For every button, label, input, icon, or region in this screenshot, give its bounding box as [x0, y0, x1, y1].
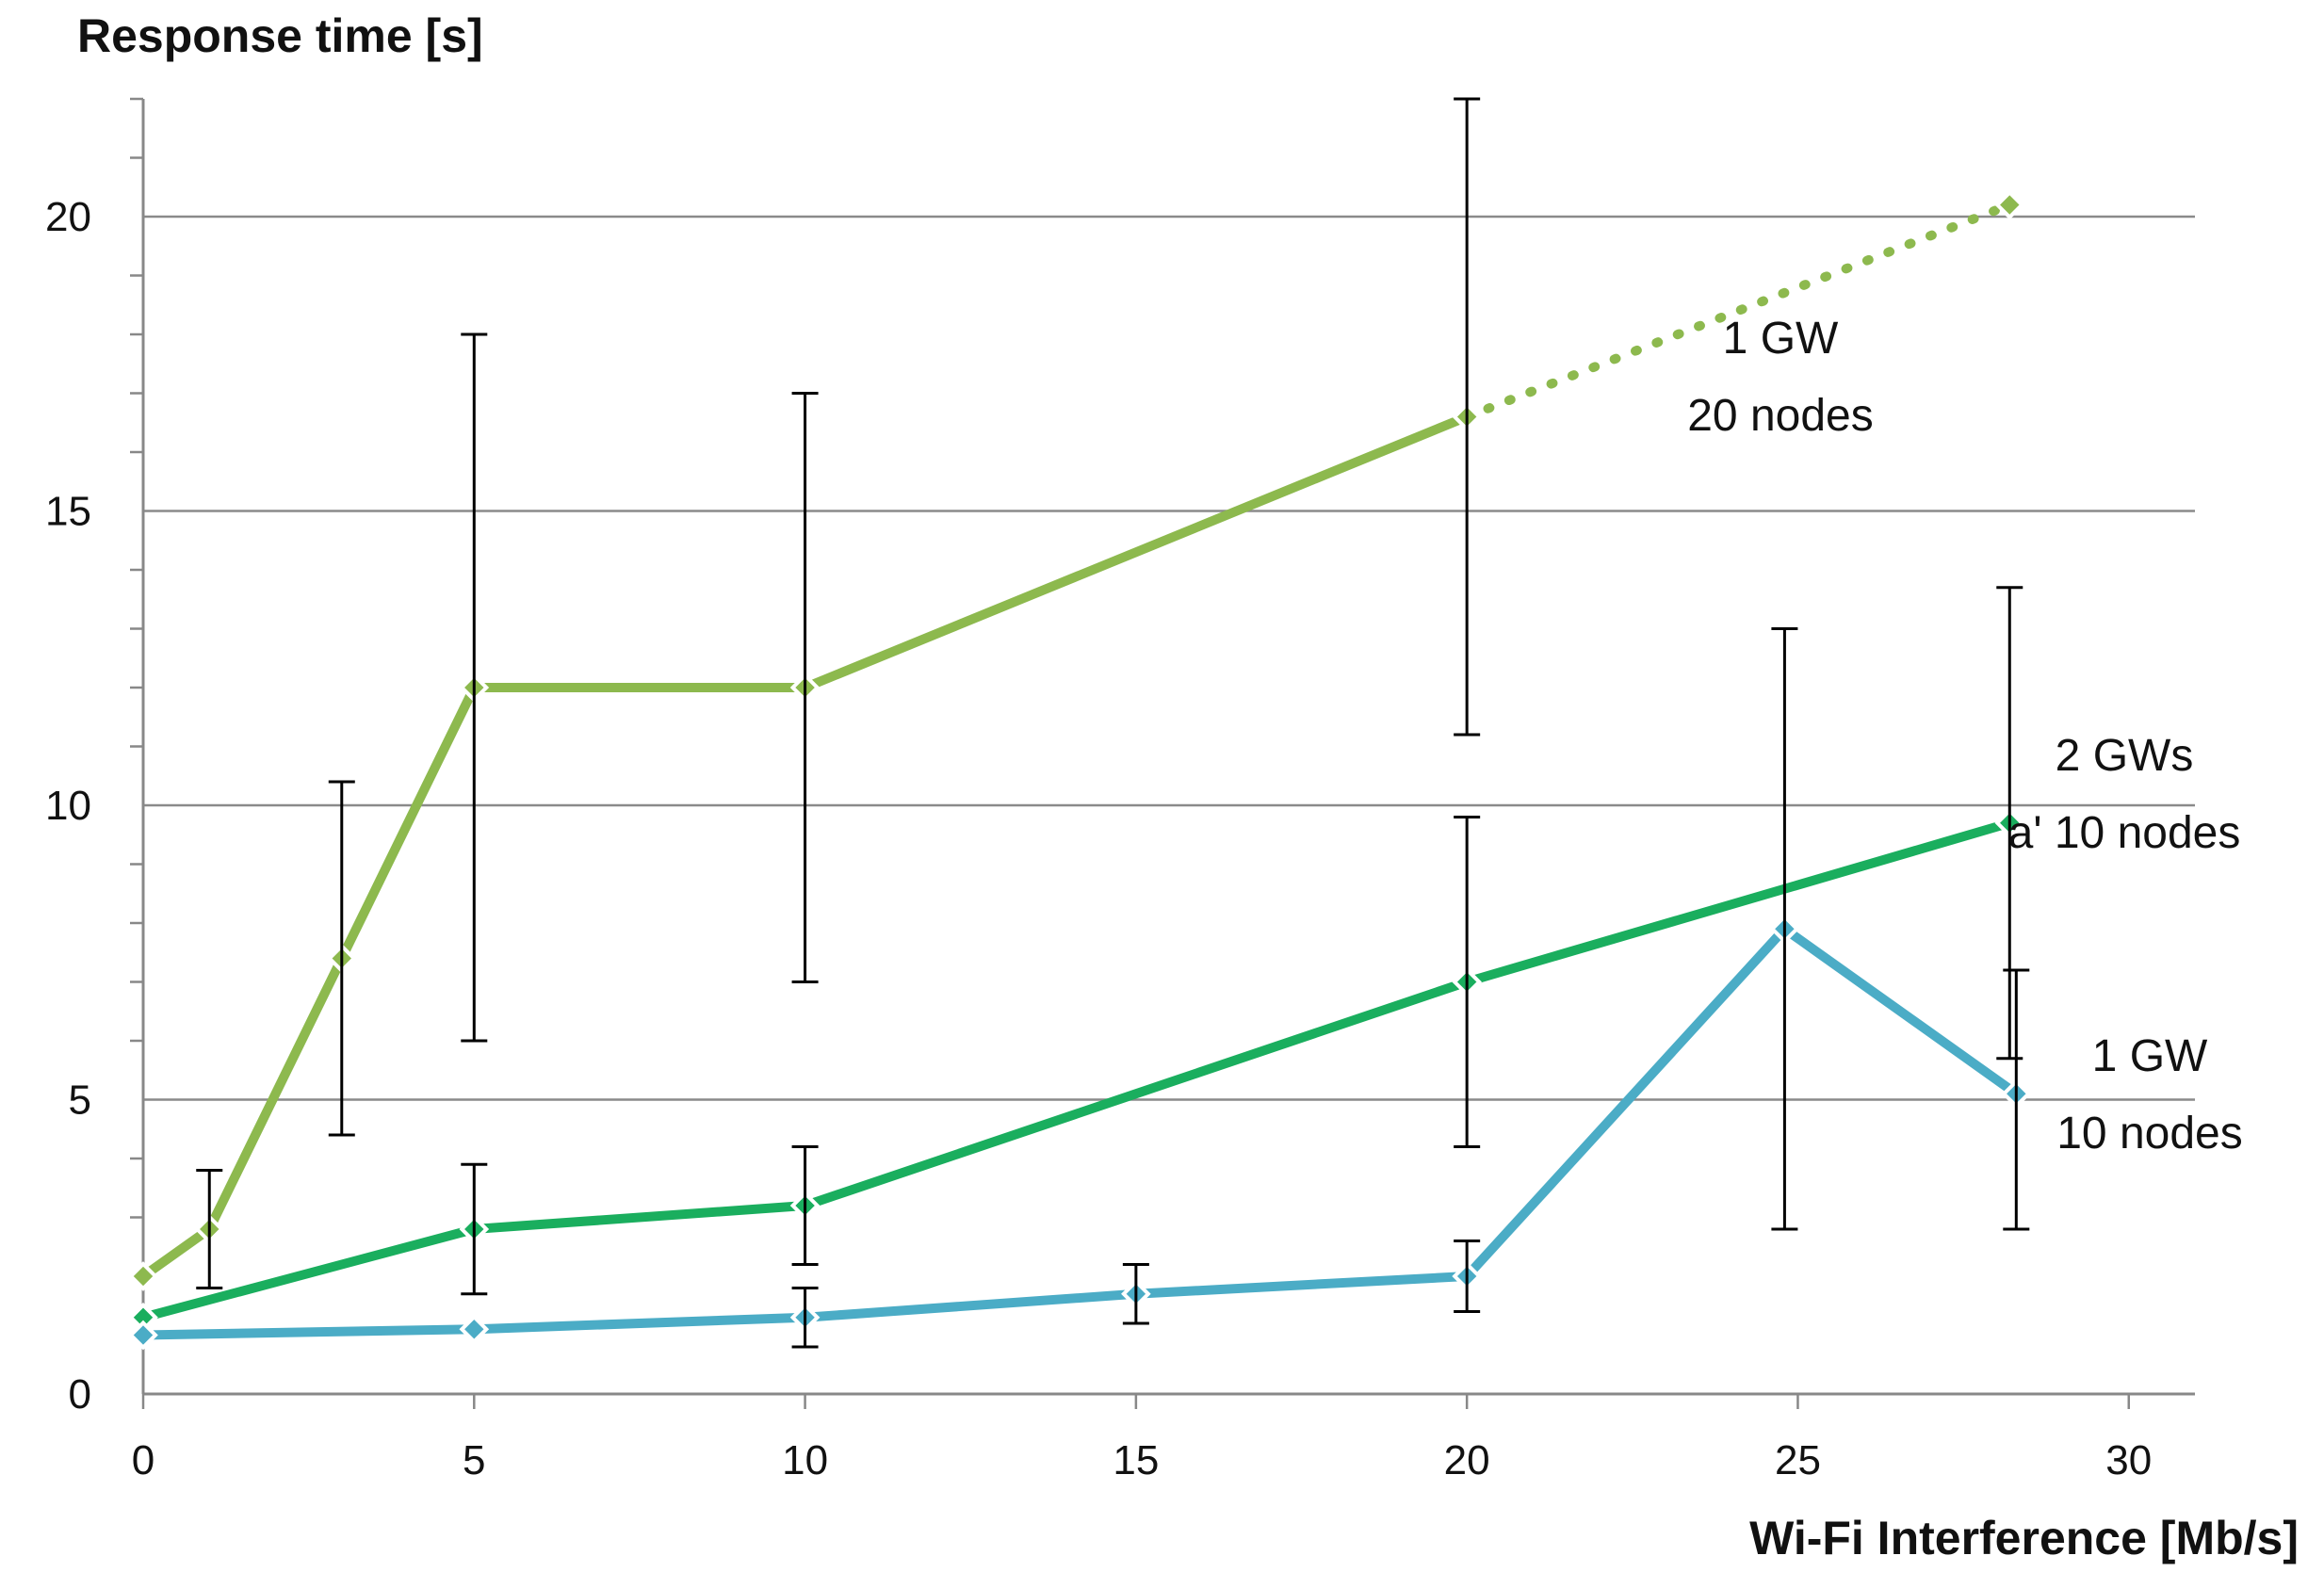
error-bar — [1454, 1240, 1481, 1313]
data-point — [128, 1320, 158, 1351]
errorbar-layer — [196, 97, 2030, 1349]
y-tick-label: 0 — [69, 1371, 91, 1418]
series-layer — [128, 189, 2032, 1351]
error-bar — [328, 780, 355, 1137]
series-line-segment — [1465, 818, 2011, 987]
x-tick-label: 20 — [1444, 1437, 1490, 1483]
error-bar — [461, 1162, 488, 1296]
error-bar — [791, 392, 819, 983]
x-axis-ticks: 0 5 10 15 20 25 30 — [132, 1394, 2152, 1483]
series-label-2: 10 nodes — [2056, 1109, 2243, 1159]
series-label-0: 20 nodes — [1687, 391, 1874, 441]
data-point — [1994, 189, 2025, 220]
x-tick-label: 10 — [782, 1437, 828, 1483]
data-point — [459, 1314, 490, 1345]
series-line-segment — [803, 977, 1469, 1210]
error-bar — [791, 1145, 819, 1266]
error-bar — [2003, 968, 2030, 1231]
x-tick-label: 30 — [2105, 1437, 2152, 1483]
series-label-layer: 1 GW 20 nodes 2 GWs a' 10 nodes 1 GW 10 nodes — [1687, 314, 2243, 1159]
error-bar — [1996, 586, 2023, 1061]
y-tick-label: 20 — [45, 194, 91, 240]
gridlines — [143, 215, 2195, 1101]
series-line-segment — [337, 685, 479, 961]
series-label-2: 1 GW — [2092, 1031, 2208, 1081]
x-axis-title: Wi-Fi Interference [Mb/s] — [1749, 1512, 2299, 1564]
series-line-segment — [204, 956, 347, 1232]
series-line-segment — [1463, 925, 1789, 1280]
series-label-1: 2 GWs — [2056, 731, 2194, 781]
series-line-segment — [140, 1224, 213, 1281]
series-line-segment — [804, 1288, 1137, 1322]
error-bar — [1454, 816, 1481, 1148]
series-1 — [128, 807, 2025, 1333]
series-line-segment — [803, 412, 1470, 692]
series-line-segment — [474, 1312, 805, 1335]
axes — [141, 99, 2195, 1396]
series-line-segment — [473, 1201, 805, 1234]
series-label-1: a' 10 nodes — [2008, 808, 2241, 858]
error-bar — [791, 1287, 819, 1349]
y-tick-label: 5 — [69, 1078, 91, 1124]
series-2 — [128, 914, 2032, 1351]
series-line-segment — [142, 1324, 475, 1340]
error-bar — [461, 332, 488, 1043]
series-line-segment — [1462, 200, 2015, 422]
x-tick-label: 0 — [132, 1437, 154, 1483]
y-tick-label: 10 — [45, 783, 91, 829]
y-axis-ticks: 0 5 10 15 20 — [45, 97, 143, 1418]
series-line-segment — [141, 1224, 476, 1322]
y-tick-label: 15 — [45, 489, 91, 535]
y-axis-title: Response time [s] — [77, 9, 483, 62]
x-tick-label: 5 — [463, 1437, 485, 1483]
error-bar — [196, 1169, 223, 1289]
series-line-segment — [1781, 925, 2020, 1098]
x-tick-label: 15 — [1113, 1437, 1159, 1483]
data-point — [128, 1261, 158, 1291]
error-bar — [1122, 1263, 1149, 1325]
series-0 — [128, 189, 2025, 1291]
series-line-segment — [1135, 1272, 1468, 1299]
series-label-0: 1 GW — [1723, 314, 1839, 364]
x-tick-label: 25 — [1775, 1437, 1821, 1483]
error-bar — [1454, 97, 1481, 737]
error-bar — [1771, 627, 1798, 1231]
